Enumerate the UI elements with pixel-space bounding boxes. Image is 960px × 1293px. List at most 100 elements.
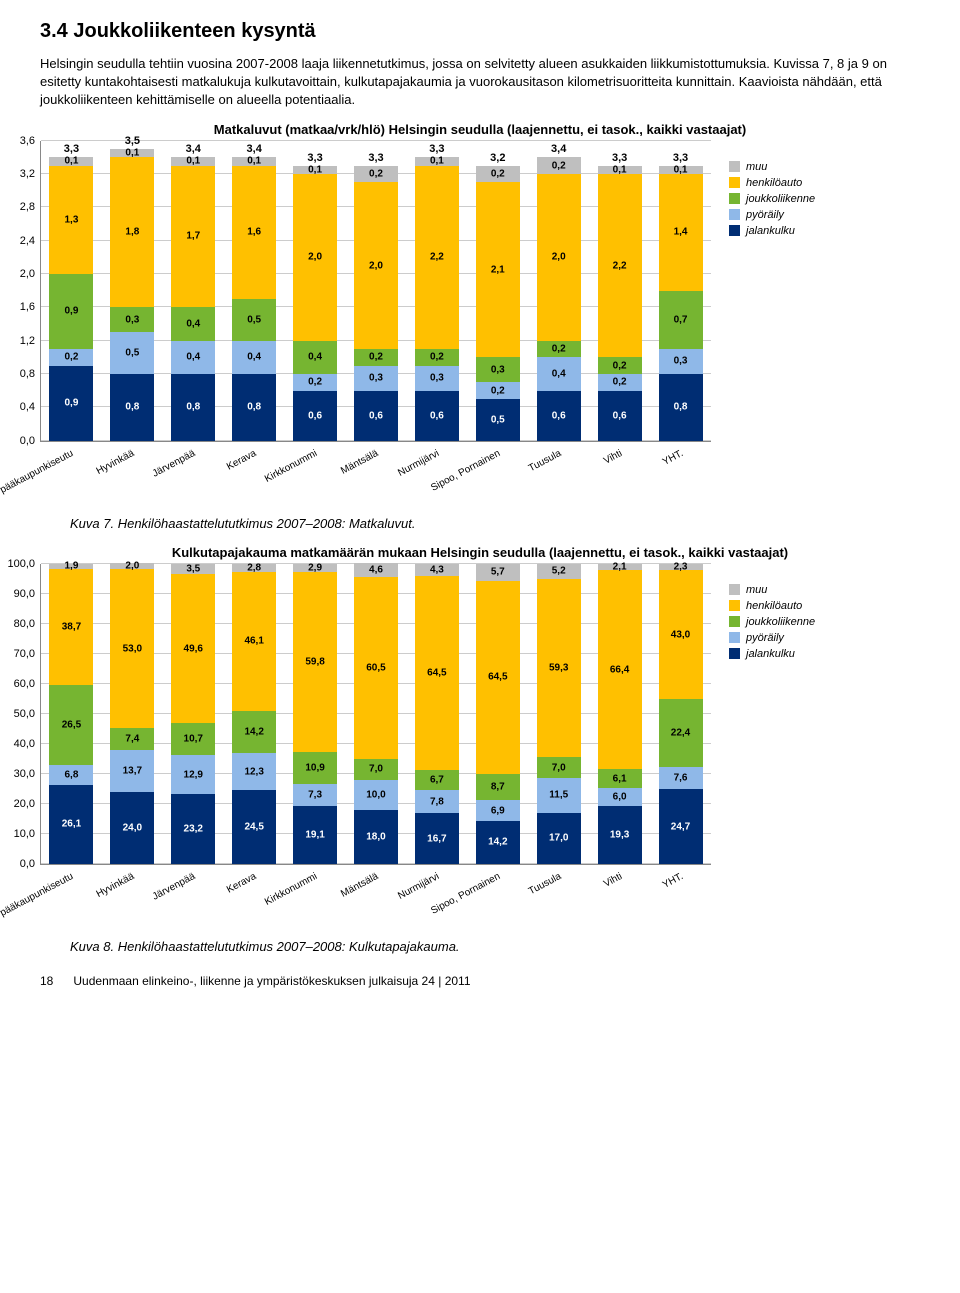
bar-segment-pyoraily: 12,9 — [171, 755, 215, 794]
bar-segment-pyoraily: 0,3 — [354, 366, 398, 391]
segment-value-label: 0,4 — [186, 352, 200, 363]
segment-value-label: 0,3 — [674, 356, 688, 367]
segment-value-label: 0,2 — [491, 168, 505, 179]
segment-value-label: 19,1 — [305, 829, 324, 840]
bar-column: 24,512,314,246,12,8 — [232, 564, 276, 864]
stacked-bar: 0,80,30,71,40,1 — [659, 166, 703, 441]
xaxis-label: YHT. — [680, 448, 699, 483]
legend-swatch — [729, 600, 740, 611]
bar-segment-joukkoliikenne: 0,7 — [659, 291, 703, 349]
segment-value-label: 38,7 — [62, 622, 81, 633]
segment-value-label: 59,3 — [549, 663, 568, 674]
bar-segment-joukkoliikenne: 0,2 — [598, 357, 642, 374]
bar-segment-henkiloauto: 46,1 — [232, 572, 276, 710]
bar-segment-joukkoliikenne: 8,7 — [476, 774, 520, 800]
legend-label: joukkoliikenne — [746, 193, 815, 205]
ytick-label: 2,8 — [20, 201, 41, 213]
segment-value-label: 0,1 — [613, 164, 627, 175]
bar-segment-jalankulku: 24,7 — [659, 789, 703, 863]
chart1-plot: 0,00,40,81,21,62,02,42,83,23,63,30,90,20… — [40, 141, 711, 442]
legend-swatch — [729, 632, 740, 643]
xaxis-label: Hyvinkää — [131, 871, 150, 906]
bar-segment-jalankulku: 18,0 — [354, 810, 398, 864]
segment-value-label: 0,1 — [65, 156, 79, 167]
bar-column: 19,17,310,959,82,9 — [293, 564, 337, 864]
segment-value-label: 0,2 — [65, 352, 79, 363]
segment-value-label: 0,2 — [369, 168, 383, 179]
segment-value-label: 4,6 — [369, 565, 383, 576]
bar-segment-henkiloauto: 1,7 — [171, 166, 215, 308]
legend-label: pyöräily — [746, 209, 784, 221]
segment-value-label: 7,0 — [369, 764, 383, 775]
chart1-legend: muuhenkilöautojoukkoliikennepyöräilyjala… — [729, 161, 815, 241]
bar-segment-henkiloauto: 38,7 — [49, 569, 93, 685]
xaxis-label: pääkaupunkiseutu — [70, 448, 89, 483]
bar-total-label: 3,3 — [429, 143, 444, 155]
bar-segment-jalankulku: 17,0 — [537, 813, 581, 864]
bar-segment-jalankulku: 0,6 — [415, 391, 459, 441]
segment-value-label: 0,2 — [491, 385, 505, 396]
bar-segment-muu: 0,1 — [415, 157, 459, 165]
bar-segment-jalankulku: 0,8 — [659, 374, 703, 441]
segment-value-label: 12,3 — [244, 766, 263, 777]
stacked-bar: 14,26,98,764,55,7 — [476, 564, 520, 864]
bar-segment-henkiloauto: 66,4 — [598, 570, 642, 769]
segment-value-label: 1,6 — [247, 227, 261, 238]
segment-value-label: 0,8 — [125, 402, 139, 413]
segment-value-label: 7,3 — [308, 790, 322, 801]
segment-value-label: 7,8 — [430, 796, 444, 807]
bar-segment-muu: 0,2 — [354, 166, 398, 183]
bar-segment-henkiloauto: 2,1 — [476, 182, 520, 357]
footer-text: Uudenmaan elinkeino-, liikenne ja ympäri… — [73, 974, 470, 988]
bar-column: 3,40,80,40,41,70,1 — [171, 143, 215, 440]
stacked-bar: 0,80,40,41,70,1 — [171, 157, 215, 440]
bar-segment-joukkoliikenne: 0,2 — [415, 349, 459, 366]
ytick-label: 1,6 — [20, 301, 41, 313]
ytick-label: 80,0 — [14, 618, 41, 630]
bar-segment-henkiloauto: 43,0 — [659, 570, 703, 699]
xaxis-label: Vihti — [619, 448, 638, 483]
bar-segment-joukkoliikenne: 0,9 — [49, 274, 93, 349]
stacked-bar: 0,80,50,31,80,1 — [110, 149, 154, 441]
bar-column: 3,30,60,30,22,00,2 — [354, 152, 398, 441]
xaxis-label: Mäntsälä — [375, 871, 394, 906]
bar-segment-pyoraily: 0,4 — [537, 357, 581, 390]
page-heading: 3.4 Joukkoliikenteen kysyntä — [40, 20, 920, 43]
intro-paragraph: Helsingin seudulla tehtiin vuosina 2007-… — [40, 55, 920, 110]
bar-column: 24,77,622,443,02,3 — [659, 564, 703, 864]
bar-segment-muu: 2,8 — [232, 564, 276, 572]
segment-value-label: 14,2 — [244, 726, 263, 737]
xaxis-label: pääkaupunkiseutu — [70, 871, 89, 906]
segment-value-label: 2,3 — [674, 562, 688, 573]
chart1-xlabels: pääkaupunkiseutuHyvinkääJärvenpääKeravaK… — [40, 448, 710, 488]
segment-value-label: 14,2 — [488, 837, 507, 848]
ytick-label: 0,8 — [20, 368, 41, 380]
bar-segment-henkiloauto: 59,3 — [537, 579, 581, 757]
bar-segment-joukkoliikenne: 6,7 — [415, 770, 459, 790]
segment-value-label: 2,0 — [369, 260, 383, 271]
segment-value-label: 7,0 — [552, 762, 566, 773]
segment-value-label: 0,1 — [674, 164, 688, 175]
bar-segment-joukkoliikenne: 14,2 — [232, 711, 276, 754]
ytick-label: 2,4 — [20, 235, 41, 247]
bar-segment-jalankulku: 0,6 — [537, 391, 581, 441]
segment-value-label: 0,6 — [430, 410, 444, 421]
legend-label: henkilöauto — [746, 177, 802, 189]
legend-label: pyöräily — [746, 632, 784, 644]
bar-segment-jalankulku: 0,8 — [232, 374, 276, 441]
xaxis-label: Hyvinkää — [131, 448, 150, 483]
segment-value-label: 0,6 — [308, 410, 322, 421]
segment-value-label: 0,5 — [125, 348, 139, 359]
bar-segment-henkiloauto: 2,2 — [598, 174, 642, 357]
segment-value-label: 0,3 — [125, 314, 139, 325]
segment-value-label: 0,4 — [308, 352, 322, 363]
bar-segment-muu: 2,9 — [293, 564, 337, 573]
bar-segment-pyoraily: 6,0 — [598, 788, 642, 806]
bar-segment-muu: 0,1 — [49, 157, 93, 165]
segment-value-label: 0,3 — [430, 373, 444, 384]
bar-segment-muu: 0,1 — [598, 166, 642, 174]
segment-value-label: 26,5 — [62, 720, 81, 731]
bar-segment-jalankulku: 19,3 — [598, 806, 642, 864]
bar-segment-jalankulku: 0,6 — [598, 391, 642, 441]
bar-column: 16,77,86,764,54,3 — [415, 564, 459, 864]
